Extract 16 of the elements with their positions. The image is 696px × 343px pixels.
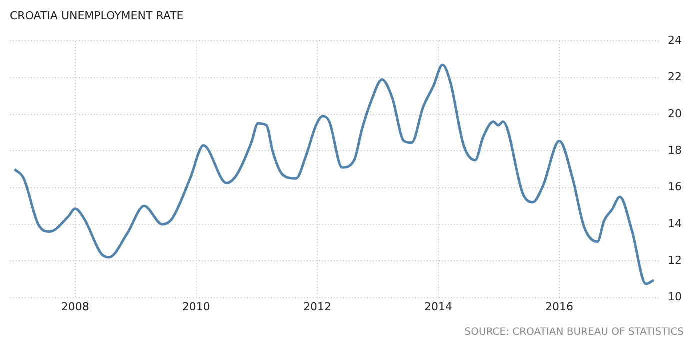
x-tick-label: 2012 <box>303 300 332 314</box>
y-tick-label: 16 <box>668 180 682 194</box>
y-tick-label: 14 <box>668 217 682 230</box>
line-series <box>14 64 656 286</box>
chart-title: CROATIA UNEMPLOYMENT RATE <box>10 9 184 22</box>
y-tick-label: 20 <box>668 107 682 120</box>
x-tick-label: 2016 <box>546 300 574 314</box>
y-tick-label: 10 <box>668 290 682 304</box>
y-tick-label: 18 <box>668 144 682 158</box>
x-tick-label: 2010 <box>182 300 210 314</box>
y-tick-label: 24 <box>668 34 682 48</box>
y-tick-label: 12 <box>668 254 682 267</box>
y-tick-label: 22 <box>668 70 682 84</box>
x-tick-label: 2014 <box>424 300 452 314</box>
x-tick-label: 2008 <box>61 300 90 314</box>
source-note: SOURCE: CROATIAN BUREAU OF STATISTICS <box>464 327 684 338</box>
